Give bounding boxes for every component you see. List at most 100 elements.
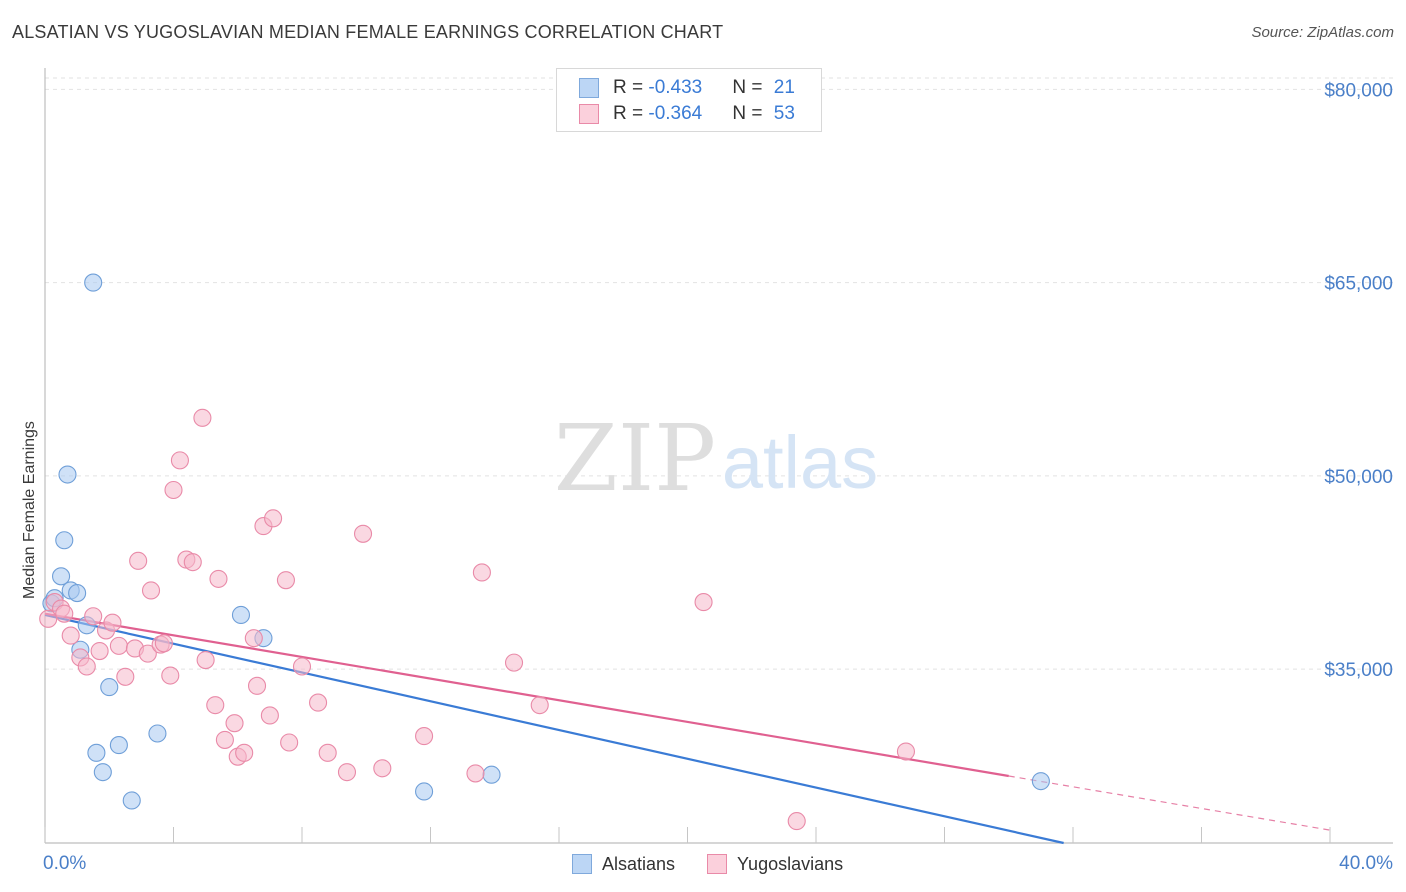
- point-yugoslavians: [161, 666, 180, 685]
- point-yugoslavians: [415, 727, 434, 746]
- series-swatch-yugoslavians: [707, 854, 728, 874]
- trend-line-alsatians: [44, 613, 1064, 845]
- point-alsatians: [122, 791, 141, 810]
- point-yugoslavians: [235, 743, 254, 762]
- point-alsatians: [1031, 772, 1050, 791]
- point-alsatians: [55, 531, 74, 550]
- legend-r-value: -0.364: [648, 103, 703, 124]
- point-alsatians: [52, 567, 71, 586]
- point-yugoslavians: [109, 636, 128, 655]
- point-yugoslavians: [247, 676, 267, 695]
- point-yugoslavians: [39, 609, 58, 628]
- y-axis-label-wrap: Median Female Earnings: [18, 300, 42, 720]
- point-yugoslavians: [244, 629, 263, 648]
- point-yugoslavians: [353, 524, 373, 543]
- legend-r-label: R =: [613, 77, 649, 98]
- point-yugoslavians: [183, 553, 202, 572]
- y-tick-label: $50,000: [1324, 467, 1393, 488]
- point-yugoslavians: [225, 714, 244, 733]
- x-tick-labels: 0.0% 40.0%: [43, 853, 1393, 874]
- point-yugoslavians: [260, 706, 279, 725]
- point-yugoslavians: [694, 593, 713, 612]
- watermark-atlas: atlas: [722, 421, 878, 504]
- point-yugoslavians: [292, 657, 312, 676]
- legend-row-yugoslavians: R = -0.364 N = 53: [579, 102, 795, 126]
- legend-r-value: -0.433: [648, 77, 703, 98]
- axes: [44, 68, 1393, 844]
- point-yugoslavians: [138, 644, 157, 663]
- point-yugoslavians: [170, 451, 189, 470]
- point-alsatians: [148, 724, 167, 743]
- point-alsatians: [482, 765, 501, 784]
- point-yugoslavians: [504, 653, 524, 672]
- x-tick-label-min: 0.0%: [43, 853, 86, 874]
- y-axis-label: Median Female Earnings: [21, 421, 38, 599]
- legend-row-alsatians: R = -0.433 N = 21: [579, 76, 795, 100]
- trend-line-yugoslavians-dashed: [1008, 775, 1331, 831]
- y-tick-labels: $35,000 $50,000 $65,000 $80,000: [1324, 80, 1393, 681]
- legend-r-label: R =: [613, 103, 649, 124]
- watermark-zip: ZIP: [554, 405, 716, 512]
- grid-lines: [45, 77, 1393, 670]
- point-yugoslavians: [55, 604, 74, 623]
- correlation-legend: R = -0.433 N = 21 R = -0.364 N = 53: [556, 68, 822, 132]
- point-alsatians: [68, 584, 87, 603]
- point-yugoslavians: [164, 480, 183, 500]
- point-yugoslavians: [787, 812, 806, 831]
- point-yugoslavians: [373, 759, 392, 778]
- point-alsatians: [87, 743, 106, 762]
- point-yugoslavians: [154, 634, 173, 653]
- trend-line-yugoslavians: [44, 612, 1009, 778]
- point-yugoslavians: [141, 581, 161, 600]
- legend-n-value: 21: [773, 77, 795, 98]
- y-tick-label: $35,000: [1324, 660, 1393, 681]
- point-alsatians: [58, 465, 77, 484]
- legend-n-label: N =: [732, 77, 768, 98]
- point-yugoslavians: [209, 569, 228, 588]
- point-yugoslavians: [84, 607, 103, 626]
- series-swatch-alsatians: [572, 854, 592, 874]
- legend-swatch-alsatians: [579, 78, 599, 98]
- data-points: [39, 273, 1050, 831]
- y-tick-label: $65,000: [1324, 274, 1393, 295]
- point-yugoslavians: [337, 763, 357, 782]
- point-yugoslavians: [77, 657, 96, 676]
- point-yugoslavians: [196, 651, 215, 670]
- point-alsatians: [231, 605, 251, 625]
- point-yugoslavians: [193, 408, 212, 427]
- point-yugoslavians: [90, 641, 109, 661]
- point-alsatians: [93, 763, 112, 782]
- y-tick-label: $80,000: [1324, 80, 1393, 101]
- point-yugoslavians: [280, 733, 299, 752]
- point-alsatians: [109, 736, 128, 755]
- legend-swatch-yugoslavians: [579, 104, 599, 124]
- series-legend: Alsatians Yugoslavians: [572, 852, 843, 876]
- point-yugoslavians: [129, 551, 148, 570]
- point-yugoslavians: [276, 571, 295, 590]
- point-yugoslavians: [309, 693, 328, 712]
- chart-title: ALSATIAN VS YUGOSLAVIAN MEDIAN FEMALE EA…: [12, 22, 724, 42]
- point-yugoslavians: [206, 696, 225, 715]
- point-yugoslavians: [215, 730, 234, 749]
- x-tick-label-max: 40.0%: [1339, 853, 1393, 874]
- point-alsatians: [100, 678, 119, 697]
- point-alsatians: [84, 273, 103, 292]
- series-label-alsatians: Alsatians: [602, 853, 676, 874]
- point-alsatians: [415, 782, 434, 801]
- point-yugoslavians: [530, 696, 549, 715]
- point-yugoslavians: [103, 613, 122, 632]
- legend-n-value: 53: [773, 103, 795, 124]
- point-yugoslavians: [466, 764, 485, 783]
- point-yugoslavians: [896, 742, 916, 761]
- series-label-yugoslavians: Yugoslavians: [737, 853, 844, 874]
- point-yugoslavians: [61, 626, 80, 645]
- source-label: Source: ZipAtlas.com: [1251, 24, 1394, 41]
- legend-n-label: N =: [732, 103, 768, 124]
- point-yugoslavians: [472, 563, 491, 582]
- trend-lines: [44, 612, 1331, 845]
- point-yugoslavians: [264, 509, 283, 528]
- watermark: ZIP atlas: [554, 405, 878, 512]
- point-yugoslavians: [116, 667, 135, 686]
- point-yugoslavians: [318, 743, 337, 762]
